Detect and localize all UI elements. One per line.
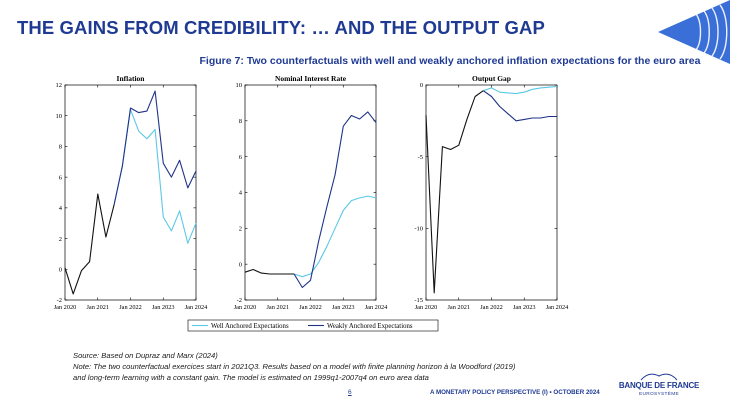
x-tick-label: Jan 2021 [86, 304, 109, 311]
series-line-history [425, 90, 484, 294]
legend-label-well: Well Anchored Expectations [211, 323, 289, 330]
x-tick-label: Jan 2022 [119, 304, 142, 311]
series-line-well [113, 109, 197, 244]
y-tick-label: 8 [239, 118, 242, 125]
series-line-well [483, 85, 558, 95]
y-tick-label: -10 [414, 226, 423, 233]
source-note: Source: Based on Dupraz and Marx (2024) [73, 351, 218, 360]
y-tick-label: -15 [414, 297, 423, 304]
series-line-well [293, 195, 377, 278]
x-tick-label: Jan 2020 [415, 304, 438, 311]
footer-presentation-title: A MONETARY POLICY PERSPECTIVE (I) • OCTO… [430, 389, 600, 396]
x-tick-label: Jan 2022 [480, 304, 503, 311]
footnotes: Source: Based on Dupraz and Marx (2024) … [73, 350, 633, 383]
y-tick-label: 4 [59, 205, 63, 212]
y-tick-label: 2 [239, 226, 242, 233]
y-tick-label: 0 [239, 261, 242, 268]
x-tick-label: Jan 2024 [365, 304, 388, 311]
chart-title: Inflation [117, 74, 146, 83]
method-note-line1: Note: The two counterfactual exercices s… [73, 362, 516, 371]
method-note-line2: and long-term learning with a constant g… [73, 373, 429, 382]
legend-label-weak: Weakly Anchored Expectations [327, 323, 413, 330]
y-tick-label: 4 [239, 190, 243, 197]
x-tick-label: Jan 2022 [299, 304, 322, 311]
y-tick-label: 0 [59, 266, 62, 273]
x-tick-label: Jan 2021 [266, 304, 289, 311]
x-tick-label: Jan 2020 [54, 304, 77, 311]
x-tick-label: Jan 2023 [332, 304, 355, 311]
logo-subtitle: EUROSYSTÈME [638, 392, 680, 397]
chart-title: Nominal Interest Rate [275, 74, 347, 83]
y-tick-label: 8 [59, 144, 62, 151]
x-tick-label: Jan 2024 [546, 304, 569, 311]
series-line-weak [482, 90, 557, 122]
y-tick-label: 10 [236, 82, 243, 89]
y-tick-label: -2 [237, 297, 242, 304]
y-tick-label: 6 [59, 174, 63, 181]
plot-frame [425, 84, 558, 301]
y-tick-label: -5 [418, 154, 423, 161]
figure-title: Figure 7: Two counterfactuals with well … [199, 55, 701, 67]
charts-area: Inflation -2 0 2 4 6 8 10 12 Jan 2020 Jan 2021 Jan … [54, 74, 569, 332]
series-line-history [64, 193, 115, 295]
y-tick-label: 6 [239, 154, 243, 161]
series-line-history [244, 268, 295, 275]
logo-mark-icon [640, 373, 678, 381]
chart-title: Output Gap [472, 74, 511, 83]
corner-decoration-icon [658, 0, 730, 64]
y-tick-label: 10 [56, 113, 63, 120]
x-tick-label: Jan 2021 [447, 304, 470, 311]
page-number[interactable]: 6 [348, 389, 352, 396]
y-tick-label: -2 [57, 297, 62, 304]
y-tick-label: 2 [59, 236, 62, 243]
x-tick-label: Jan 2023 [513, 304, 536, 311]
series-line-weak [293, 111, 377, 289]
logo-name: BANQUE DE FRANCE [618, 381, 700, 390]
y-tick-label: 0 [420, 82, 423, 89]
series-line-weak [113, 90, 197, 205]
slide-title: THE GAINS FROM CREDIBILITY: … AND THE OU… [17, 17, 545, 38]
banque-de-france-logo: BANQUE DE FRANCE EUROSYSTÈME [613, 372, 705, 408]
y-tick-label: 12 [56, 82, 63, 89]
x-tick-label: Jan 2023 [152, 304, 175, 311]
x-tick-label: Jan 2020 [234, 304, 257, 311]
x-tick-label: Jan 2024 [185, 304, 208, 311]
